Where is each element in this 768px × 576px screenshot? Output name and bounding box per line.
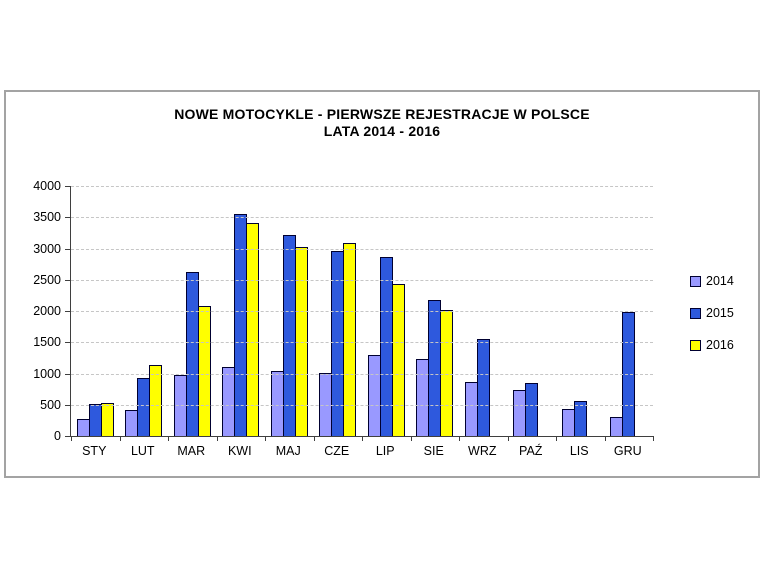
- bar-2016-LIP: [391, 283, 405, 436]
- x-axis-tick: [556, 436, 557, 441]
- gridline: [71, 311, 653, 312]
- chart-title: NOWE MOTOCYKLE - PIERWSZE REJESTRACJE W …: [6, 106, 758, 140]
- legend-label: 2014: [706, 274, 734, 288]
- bar-group: [265, 186, 314, 436]
- gridline: [71, 404, 653, 406]
- gridline: [71, 217, 653, 219]
- bar-2016-STY: [100, 402, 114, 436]
- gridline: [71, 373, 653, 375]
- y-axis-tick: [65, 373, 70, 375]
- plot-area: [65, 186, 654, 441]
- x-axis-tick: [71, 436, 72, 441]
- y-axis-tick: [65, 436, 70, 437]
- chart-frame: NOWE MOTOCYKLE - PIERWSZE REJESTRACJE W …: [4, 90, 760, 478]
- x-axis-category-label: STY: [82, 444, 107, 458]
- y-axis-tick-label: 4000: [33, 179, 61, 193]
- legend-label: 2015: [706, 306, 734, 320]
- x-axis-tick: [653, 436, 654, 441]
- y-axis-tick-label: 0: [54, 429, 61, 443]
- x-axis-tick: [507, 436, 509, 441]
- gridline: [71, 342, 653, 344]
- y-axis-tick-label: 2000: [33, 304, 61, 318]
- x-axis-tick: [216, 436, 218, 441]
- y-axis-tick: [65, 248, 70, 250]
- y-axis-tick: [65, 217, 70, 219]
- x-axis-tick: [604, 436, 606, 441]
- x-axis-tick: [265, 436, 266, 441]
- x-axis-category-label: CZE: [324, 444, 350, 458]
- bar-group: [556, 186, 605, 436]
- bar-group: [168, 186, 217, 436]
- x-axis-tick: [313, 436, 315, 441]
- x-axis-category-label: MAR: [177, 444, 206, 458]
- bar-group: [362, 186, 411, 436]
- x-axis-tick: [119, 436, 121, 441]
- bar-group: [314, 186, 363, 436]
- x-axis-category-label: GRU: [613, 444, 642, 458]
- bar-group: [71, 186, 120, 436]
- y-axis-tick-label: 2500: [33, 272, 61, 287]
- bar-2016-KWI: [246, 222, 260, 436]
- bar-2015-LIS: [573, 401, 587, 436]
- bar-2016-CZE: [343, 242, 357, 436]
- bar-group: [120, 186, 169, 436]
- y-axis-labels: 0 500 1000 1500 2000 2500 3000 3500 4000: [6, 179, 63, 443]
- x-axis-category-label: WRZ: [468, 444, 497, 458]
- chart-title-line2: LATA 2014 - 2016: [323, 123, 441, 139]
- legend: 2014 2015 2016: [690, 274, 734, 352]
- gridline: [71, 279, 653, 281]
- y-axis-tick-label: 1000: [33, 366, 61, 381]
- y-axis-tick-label: 1500: [33, 335, 61, 350]
- x-axis-category-label: LIP: [375, 444, 395, 458]
- y-axis-tick: [65, 342, 70, 344]
- bar-group: [459, 186, 508, 436]
- x-axis-tick: [459, 436, 460, 441]
- y-axis-tick: [65, 404, 70, 406]
- y-axis-tick: [65, 279, 70, 281]
- bar-group: [217, 186, 266, 436]
- bar-2015-PAŹ: [525, 382, 539, 436]
- gridline: [71, 248, 653, 250]
- y-axis-tick-label: 3500: [33, 210, 61, 225]
- legend-item-2014: 2014: [690, 274, 734, 288]
- bar-2016-LUT: [149, 365, 163, 436]
- x-axis-labels: STY LUT MAR KWI MAJ CZE LIP SIE WRZ PAŹ LIS GRU: [70, 444, 652, 458]
- bar-2015-WRZ: [476, 338, 490, 436]
- y-axis-tick: [65, 186, 70, 187]
- legend-item-2015: 2015: [690, 306, 734, 320]
- bar-group: [411, 186, 460, 436]
- x-axis-category-label: PAŹ: [519, 444, 543, 458]
- x-axis-category-label: KWI: [227, 444, 252, 458]
- x-axis-category-label: MAJ: [275, 444, 301, 458]
- legend-item-2016: 2016: [690, 338, 734, 352]
- bar-2016-SIE: [440, 309, 454, 436]
- x-axis-tick: [362, 436, 363, 441]
- x-axis-category-label: LUT: [130, 444, 155, 458]
- legend-label: 2016: [706, 338, 734, 352]
- legend-swatch: [690, 275, 701, 287]
- bar-2016-MAJ: [294, 246, 308, 436]
- x-axis-category-label: SIE: [423, 444, 444, 458]
- legend-swatch: [690, 307, 701, 319]
- legend-swatch: [690, 339, 701, 351]
- y-axis-tick: [65, 311, 70, 312]
- chart-title-line1: NOWE MOTOCYKLE - PIERWSZE REJESTRACJE W …: [174, 106, 590, 122]
- bar-group: [508, 186, 557, 436]
- y-axis-tick-label: 500: [40, 397, 61, 412]
- y-axis-tick-label: 3000: [33, 241, 61, 256]
- gridline: [71, 186, 653, 187]
- x-axis-tick: [168, 436, 169, 441]
- x-axis-category-label: LIS: [569, 444, 589, 458]
- x-axis-tick: [410, 436, 412, 441]
- bar-2016-MAR: [197, 306, 211, 436]
